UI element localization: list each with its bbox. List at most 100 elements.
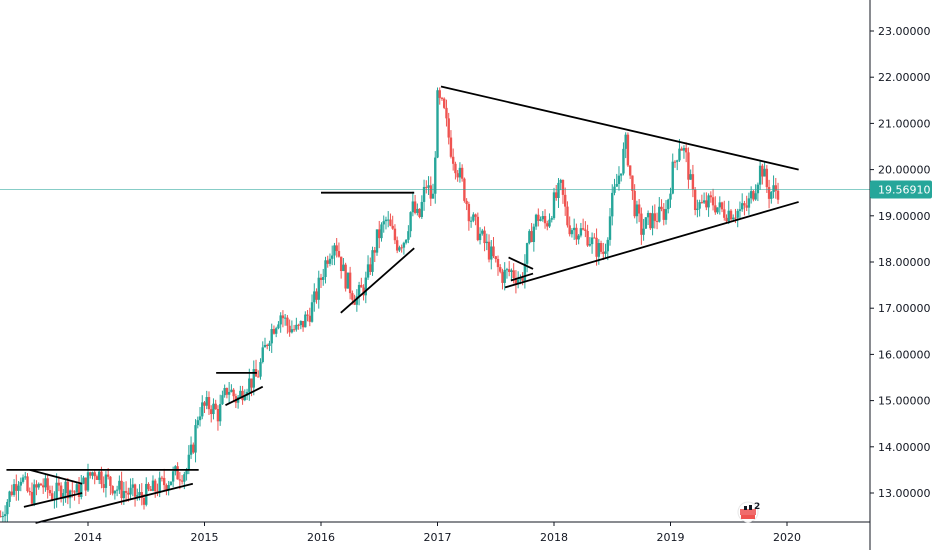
candle-body [310,302,314,322]
y-tick-label: 19.00000 [878,210,931,223]
trendline[interactable] [508,256,534,270]
candle-body [131,484,135,488]
candle-body [55,482,58,500]
candle-body [198,416,202,421]
candle-body [0,516,2,518]
candle-body [147,483,150,490]
candle-body [628,165,632,176]
candle-body [241,390,244,401]
trendline[interactable] [504,201,799,289]
y-tick-label: 14.00000 [878,441,931,454]
candle-body [205,397,208,406]
y-tick-label: 15.00000 [878,395,931,408]
candle-body [505,269,509,271]
candle-body [259,361,262,377]
candle-body [465,200,468,205]
candle-body [395,240,399,251]
trendline[interactable] [23,492,83,508]
candle-body [723,209,726,218]
candle-body [68,490,72,499]
candle-body [124,491,128,493]
candle-body [635,204,639,217]
candle-body [447,118,450,138]
candle-body [283,317,287,319]
x-tick-label: 2014 [74,531,102,544]
candle-body [15,484,18,491]
candle-body [767,187,771,199]
candle-body [106,474,110,477]
candle-body [606,239,609,252]
candle-body [6,501,9,515]
candle-body [617,175,621,184]
candle-body [129,487,132,495]
candle-body [322,277,325,280]
candle-body [230,389,233,392]
trendline[interactable] [35,482,194,524]
candle-body [154,480,157,492]
candle-body [691,174,695,190]
candle-body [391,225,394,229]
candle-body [37,483,40,488]
candle-body [770,192,773,199]
candle-body [398,247,401,251]
candle-body [602,251,605,254]
candle-body [239,390,242,398]
candle-body [680,148,683,151]
candle-body [532,226,536,242]
trendline[interactable] [225,385,264,407]
candle-body [409,212,412,232]
candle-body [743,203,746,206]
candle-body [263,344,267,348]
candle-body [534,214,538,227]
tradingview-logo-icon[interactable]: 2 [737,501,760,523]
candle-body [371,250,374,272]
candle-body [725,217,728,222]
candle-body [714,205,717,213]
svg-text:2: 2 [754,502,760,512]
candle-body [335,245,338,252]
candle-body [169,481,173,486]
candle-body [138,492,141,496]
candle-body [281,315,285,319]
candle-body [485,241,488,244]
candle-body [420,201,424,217]
candle-body [225,387,229,395]
trendline[interactable] [340,247,415,314]
candle-body [575,227,578,240]
candle-body [736,210,739,218]
trendline[interactable] [510,272,534,282]
candle-body [678,148,681,161]
last-price-label: 19.56910 [878,184,931,197]
trendline[interactable] [440,85,799,171]
candle-body [454,163,457,174]
candle-body [216,409,220,422]
candle-body [33,484,36,504]
candle-body [411,201,415,213]
candle-body [357,284,361,297]
candle-body [684,147,688,153]
candle-body [324,260,327,278]
candle-body [10,491,14,495]
candle-body [19,481,22,486]
candle-body [595,237,598,257]
candle-body [151,480,155,491]
candle-body [445,107,448,119]
y-tick-label: 18.00000 [878,256,931,269]
candle-body [698,202,701,209]
candle-body [44,478,47,488]
candle-body [467,204,471,222]
candle-body [615,183,618,187]
candle-body [702,200,706,203]
y-tick-label: 20.00000 [878,164,931,177]
candle-body [189,444,193,455]
candle-body [104,474,108,488]
candle-body [676,160,679,162]
candle-body [718,202,721,208]
candle-body [77,484,81,497]
candle-body [633,190,636,217]
candle-body [364,277,368,296]
candle-body [389,219,392,226]
trendline[interactable] [29,469,83,485]
candle-body [149,489,152,491]
candle-body [133,484,137,497]
